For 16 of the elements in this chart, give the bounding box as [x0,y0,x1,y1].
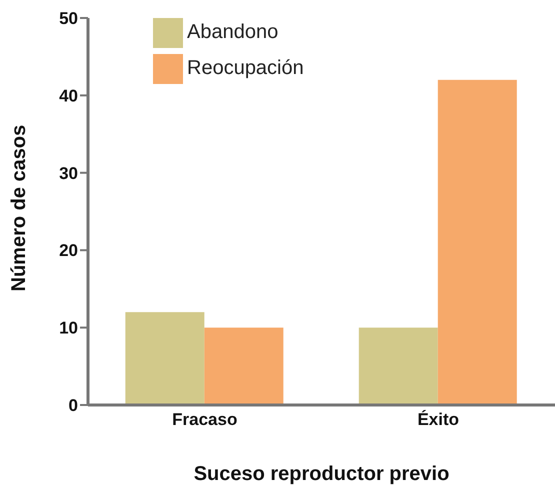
y-tick-label: 20 [59,241,78,260]
y-tick-label: 40 [59,86,78,106]
x-tick-label: Éxito [417,409,460,430]
y-tick-label: 0 [68,396,78,416]
y-axis-title: Número de casos [8,124,30,292]
bar [438,80,517,405]
bar [125,312,204,405]
legend-label: Reocupación [187,57,304,79]
bar [204,328,284,405]
x-axis-title: Suceso reproductor previo [194,463,450,485]
legend-label: Abandono [187,21,278,43]
bar [358,328,438,405]
x-tick-label: Fracaso [172,410,238,430]
y-tick-label: 10 [59,318,78,338]
y-tick-label: 50 [59,9,78,28]
y-tick-label: 30 [59,164,78,183]
